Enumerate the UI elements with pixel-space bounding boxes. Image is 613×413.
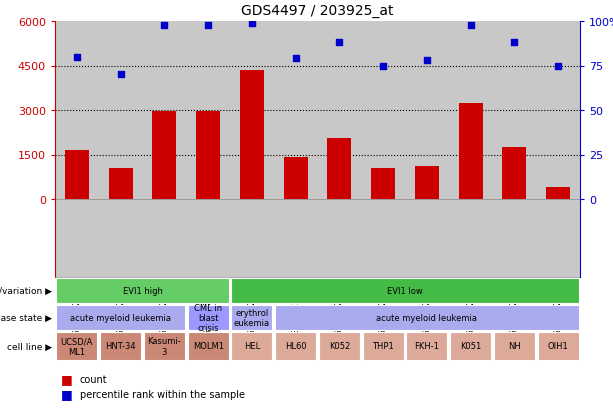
Point	[116, 72, 126, 78]
Text: ■: ■	[61, 387, 73, 401]
Point	[204, 22, 213, 29]
Text: OIH1: OIH1	[548, 342, 568, 351]
Bar	[502, 148, 527, 199]
Bar	[153, 112, 177, 199]
Text: FKH-1: FKH-1	[414, 342, 440, 351]
Text: percentile rank within the sample: percentile rank within the sample	[80, 389, 245, 399]
Text: cell line ▶: cell line ▶	[7, 342, 52, 351]
Bar	[100, 332, 141, 360]
Text: NH: NH	[508, 342, 521, 351]
Bar	[362, 332, 404, 360]
Text: CML in
blast
crisis: CML in blast crisis	[194, 303, 222, 332]
Point	[247, 20, 257, 27]
Point	[422, 58, 432, 64]
Text: ■: ■	[61, 373, 73, 386]
Bar	[450, 332, 491, 360]
Text: HL60: HL60	[285, 342, 306, 351]
Text: EVI1 high: EVI1 high	[123, 286, 162, 295]
Text: genotype/variation ▶: genotype/variation ▶	[0, 286, 52, 295]
Bar	[231, 332, 272, 360]
Title: GDS4497 / 203925_at: GDS4497 / 203925_at	[242, 4, 394, 18]
Bar	[196, 112, 220, 199]
Point	[72, 54, 82, 61]
Text: HEL: HEL	[244, 342, 260, 351]
Bar	[546, 188, 570, 199]
Text: EVI1 low: EVI1 low	[387, 286, 423, 295]
Bar	[275, 332, 316, 360]
Text: acute myeloid leukemia: acute myeloid leukemia	[376, 313, 478, 322]
Text: MOLM1: MOLM1	[192, 342, 224, 351]
Bar	[494, 332, 535, 360]
Text: acute myeloid leukemia: acute myeloid leukemia	[70, 313, 171, 322]
Bar	[109, 169, 132, 199]
Point	[378, 63, 388, 70]
Bar	[538, 332, 579, 360]
Point	[509, 40, 519, 47]
Bar	[231, 278, 579, 303]
Text: K051: K051	[460, 342, 481, 351]
Bar	[415, 167, 439, 199]
Bar	[56, 332, 97, 360]
Bar	[406, 332, 447, 360]
Bar	[231, 305, 272, 330]
Bar	[56, 305, 185, 330]
Bar	[319, 332, 360, 360]
Bar	[56, 278, 229, 303]
Point	[553, 63, 563, 70]
Text: K052: K052	[329, 342, 350, 351]
Bar	[188, 305, 229, 330]
Text: UCSD/A
ML1: UCSD/A ML1	[61, 337, 93, 356]
Text: erythrol
eukemia: erythrol eukemia	[234, 308, 270, 328]
Text: count: count	[80, 374, 107, 384]
Bar	[65, 151, 89, 199]
Text: THP1: THP1	[372, 342, 394, 351]
Point	[466, 22, 476, 29]
Bar	[144, 332, 185, 360]
Text: Kasumi-
3: Kasumi- 3	[148, 337, 181, 356]
Bar	[188, 332, 229, 360]
Text: HNT-34: HNT-34	[105, 342, 136, 351]
Point	[291, 56, 300, 62]
Point	[335, 40, 345, 47]
Point	[159, 22, 169, 29]
Bar	[371, 169, 395, 199]
Text: disease state ▶: disease state ▶	[0, 313, 52, 322]
Bar	[327, 139, 351, 199]
Bar	[275, 305, 579, 330]
Bar	[459, 103, 482, 199]
Bar	[240, 71, 264, 199]
Bar	[284, 158, 308, 199]
